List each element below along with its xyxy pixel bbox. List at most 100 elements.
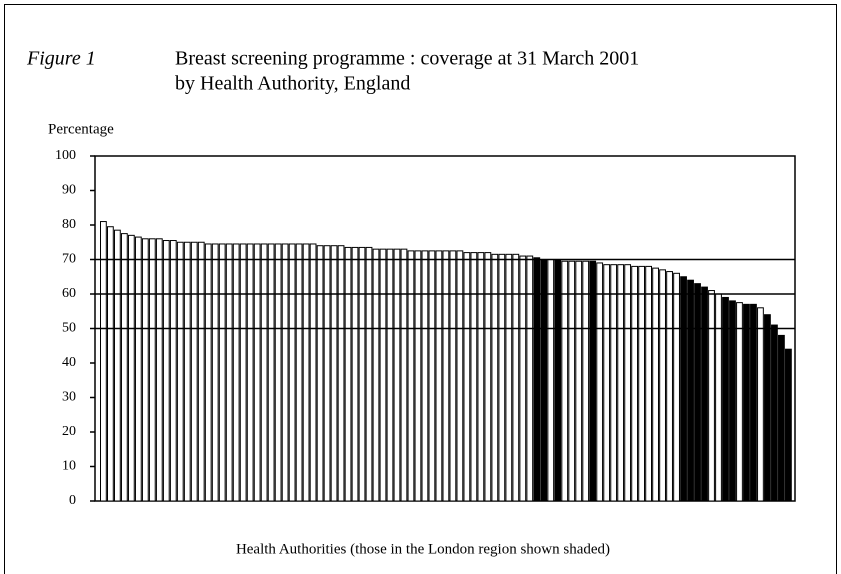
- bar: [393, 248, 401, 502]
- bar: [197, 241, 205, 502]
- bar: [134, 236, 142, 502]
- bar: [106, 226, 114, 502]
- bar: [526, 255, 534, 502]
- bar: [351, 246, 359, 502]
- bar: [603, 264, 611, 502]
- bar: [309, 243, 317, 502]
- bar: [477, 252, 485, 502]
- bar: [176, 241, 184, 502]
- bar: [519, 255, 527, 502]
- y-tick-label: 0: [69, 493, 76, 508]
- bar: [218, 243, 226, 502]
- bar: [554, 259, 562, 502]
- bar: [225, 243, 233, 502]
- bar: [491, 253, 499, 502]
- bar: [645, 265, 653, 502]
- bar: [372, 248, 380, 502]
- bar: [232, 243, 240, 502]
- bar: [757, 307, 764, 502]
- bar: [295, 243, 303, 502]
- bar: [680, 276, 687, 502]
- bar: [302, 243, 310, 502]
- bar: [435, 250, 443, 502]
- bar: [141, 238, 149, 502]
- bar: [211, 243, 219, 502]
- bar: [414, 250, 422, 502]
- y-tick-label: 40: [62, 355, 76, 370]
- bar: [582, 260, 590, 502]
- bar: [344, 246, 352, 502]
- bar: [743, 303, 750, 502]
- y-axis-label: Percentage: [48, 121, 114, 137]
- bar: [316, 245, 324, 502]
- y-tick-label: 100: [55, 148, 76, 163]
- bar: [239, 243, 247, 502]
- bar: [785, 348, 792, 502]
- bar: [771, 324, 778, 502]
- bar: [148, 238, 156, 502]
- bar: [407, 250, 415, 502]
- bar: [498, 253, 506, 502]
- bar: [750, 303, 757, 502]
- bar: [638, 265, 646, 502]
- y-tick-label: 20: [62, 424, 76, 439]
- bar: [428, 250, 436, 502]
- bar: [631, 265, 639, 502]
- bar: [764, 314, 771, 502]
- bar: [267, 243, 275, 502]
- bar: [666, 271, 673, 502]
- bar: [673, 272, 680, 502]
- y-tick-label: 80: [62, 217, 76, 232]
- bar: [421, 250, 429, 502]
- bar: [729, 300, 736, 502]
- bar: [456, 250, 464, 502]
- bar: [337, 245, 345, 502]
- y-tick-label: 10: [62, 459, 76, 474]
- bar: [162, 240, 170, 502]
- bar: [183, 241, 191, 502]
- bar: [617, 264, 625, 502]
- bar: [253, 243, 261, 502]
- bar: [323, 245, 331, 502]
- bar: [652, 267, 659, 502]
- y-tick-label: 60: [62, 286, 76, 301]
- bar: [127, 234, 135, 502]
- bar: [204, 243, 212, 502]
- bar: [260, 243, 268, 502]
- bar: [715, 293, 722, 502]
- bar: [120, 233, 128, 502]
- x-axis-label: Health Authorities (those in the London …: [236, 541, 610, 557]
- bar: [274, 243, 282, 502]
- y-tick-label: 90: [62, 183, 76, 198]
- bar: [169, 240, 177, 502]
- bar: [575, 260, 583, 502]
- bar: [568, 260, 576, 502]
- bar: [778, 334, 785, 502]
- bar: [379, 248, 387, 502]
- bar: [722, 296, 729, 502]
- bar: [533, 257, 541, 502]
- y-tick-label: 30: [62, 390, 76, 405]
- bar: [596, 262, 604, 502]
- bar: [281, 243, 289, 502]
- y-tick-label: 70: [62, 252, 76, 267]
- chart-title: Breast screening programme : coverage at…: [175, 48, 639, 70]
- bar: [190, 241, 198, 502]
- figure-label: Figure 1: [26, 48, 96, 70]
- bar: [540, 259, 548, 502]
- bar: [155, 238, 163, 502]
- bar: [113, 229, 121, 502]
- bar: [463, 252, 471, 502]
- bar: [365, 246, 373, 502]
- bar: [100, 221, 107, 502]
- bar: [470, 252, 478, 502]
- bar: [484, 252, 492, 502]
- bar: [694, 283, 701, 502]
- bar: [449, 250, 457, 502]
- bar: [505, 253, 513, 502]
- bar: [512, 253, 520, 502]
- bar: [358, 246, 366, 502]
- bar: [288, 243, 296, 502]
- frame: [4, 4, 837, 574]
